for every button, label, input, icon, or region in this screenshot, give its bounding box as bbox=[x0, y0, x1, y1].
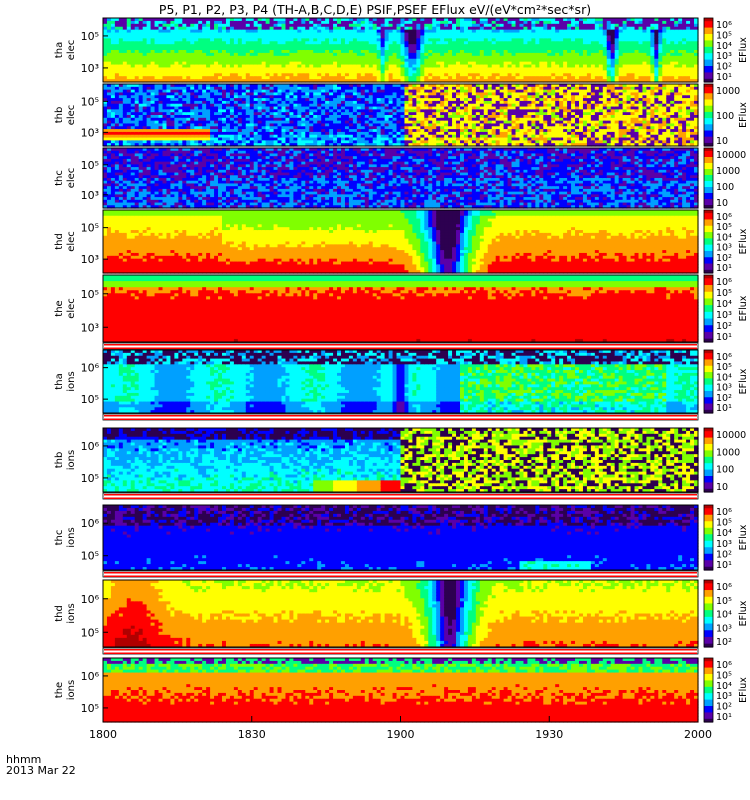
panel-tha-elec: 10⁵10³tha elec10⁶10⁵10⁴10³10²10¹EFlux bbox=[54, 18, 749, 83]
